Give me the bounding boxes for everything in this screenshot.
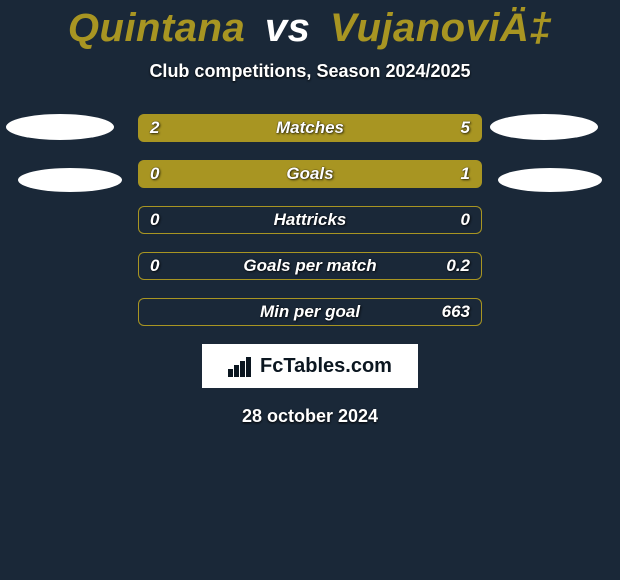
footer-date: 28 october 2024 xyxy=(0,406,620,427)
footer-logo-text: FcTables.com xyxy=(260,355,392,378)
stat-row: Hattricks0 0 xyxy=(138,206,482,234)
stat-label: Matches xyxy=(138,114,482,142)
stat-rows: Matches25Goals01Hattricks00Goals per mat… xyxy=(138,114,482,326)
stat-value-left: 0 xyxy=(150,160,159,188)
stat-label: Goals per match xyxy=(138,252,482,280)
stat-value-left: 0 xyxy=(150,206,159,234)
stat-row: Goals per match0 0.2 xyxy=(138,252,482,280)
body-area: Matches25Goals01Hattricks00Goals per mat… xyxy=(0,114,620,427)
stat-value-right: 1 xyxy=(461,160,470,188)
page-title: Quintana vs VujanoviÄ‡ xyxy=(68,6,552,51)
title-wrap: Quintana vs VujanoviÄ‡ xyxy=(0,6,620,51)
stat-row: Min per goal663 xyxy=(138,298,482,326)
title-vs: vs xyxy=(265,6,311,50)
comparison-card: Quintana vs VujanoviÄ‡ Club competitions… xyxy=(0,0,620,580)
title-player2: VujanoviÄ‡ xyxy=(330,6,552,50)
stat-value-left: 0 xyxy=(150,252,159,280)
stat-row: Matches2 5 xyxy=(138,114,482,142)
decorative-ellipse xyxy=(498,168,602,192)
stat-value-right: 0.2 xyxy=(446,252,470,280)
stat-value-right: 663 xyxy=(442,298,470,326)
stat-label: Goals xyxy=(138,160,482,188)
stat-label: Hattricks xyxy=(138,206,482,234)
subtitle: Club competitions, Season 2024/2025 xyxy=(0,61,620,82)
stat-label: Min per goal xyxy=(138,298,482,326)
decorative-ellipse xyxy=(490,114,598,140)
decorative-ellipse xyxy=(18,168,122,192)
stat-row: Goals0 1 xyxy=(138,160,482,188)
barchart-icon xyxy=(228,355,254,377)
stat-value-right: 5 xyxy=(461,114,470,142)
decorative-ellipse xyxy=(6,114,114,140)
footer-logo: FcTables.com xyxy=(202,344,418,388)
stat-value-left: 2 xyxy=(150,114,159,142)
title-player1: Quintana xyxy=(68,6,245,50)
stat-value-right: 0 xyxy=(461,206,470,234)
